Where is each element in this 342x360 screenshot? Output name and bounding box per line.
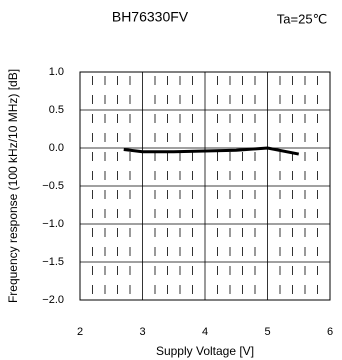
plot-frame [79,71,331,301]
y-tick-label: −2.0 [42,294,64,306]
data-line [123,146,300,156]
y-axis-label: Frequency response (100 kHz/10 MHz) [dB] [6,69,20,303]
x-tick-label: 3 [139,326,145,338]
x-tick-label: 5 [264,326,270,338]
x-tick-label: 6 [327,326,333,338]
annotation: Ta=25℃ [277,11,327,26]
y-tick-label: −1.0 [42,218,64,230]
y-tick-label: 0.5 [49,104,64,116]
y-tick-label: 0.0 [49,142,64,154]
x-tick-label: 4 [202,326,208,338]
x-tick-label: 2 [77,326,83,338]
x-axis-label: Supply Voltage [V] [156,344,254,358]
y-tick-label: 1.0 [49,66,64,78]
y-tick-label: −1.5 [42,256,64,268]
y-tick-label: −0.5 [42,180,64,192]
chart-title: BH76330FV [112,9,189,25]
